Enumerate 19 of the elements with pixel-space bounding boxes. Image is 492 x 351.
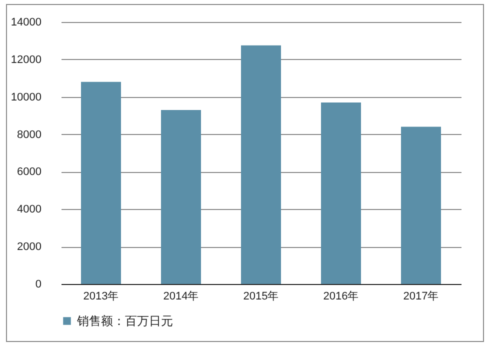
y-tick-label: 12000 [10,54,42,66]
y-tick-label: 6000 [17,166,42,178]
x-tick-label: 2015年 [243,290,279,302]
y-tick-label: 4000 [17,204,42,216]
x-tick-label: 2017年 [403,290,439,302]
bar [81,82,121,284]
legend-label: 销售额：百万日元 [76,314,173,328]
bar [321,102,361,284]
x-tick-label: 2014年 [163,290,199,302]
y-tick-label: 14000 [10,16,42,28]
bar [161,110,201,284]
x-tick-label: 2016年 [323,290,359,302]
y-tick-label: 0 [35,278,42,290]
bar [241,45,281,284]
y-tick-label: 2000 [17,241,42,254]
bar [401,126,441,284]
y-tick-label: 10000 [10,91,42,104]
x-tick-label: 2013年 [83,290,119,302]
y-tick-label: 8000 [17,128,42,141]
